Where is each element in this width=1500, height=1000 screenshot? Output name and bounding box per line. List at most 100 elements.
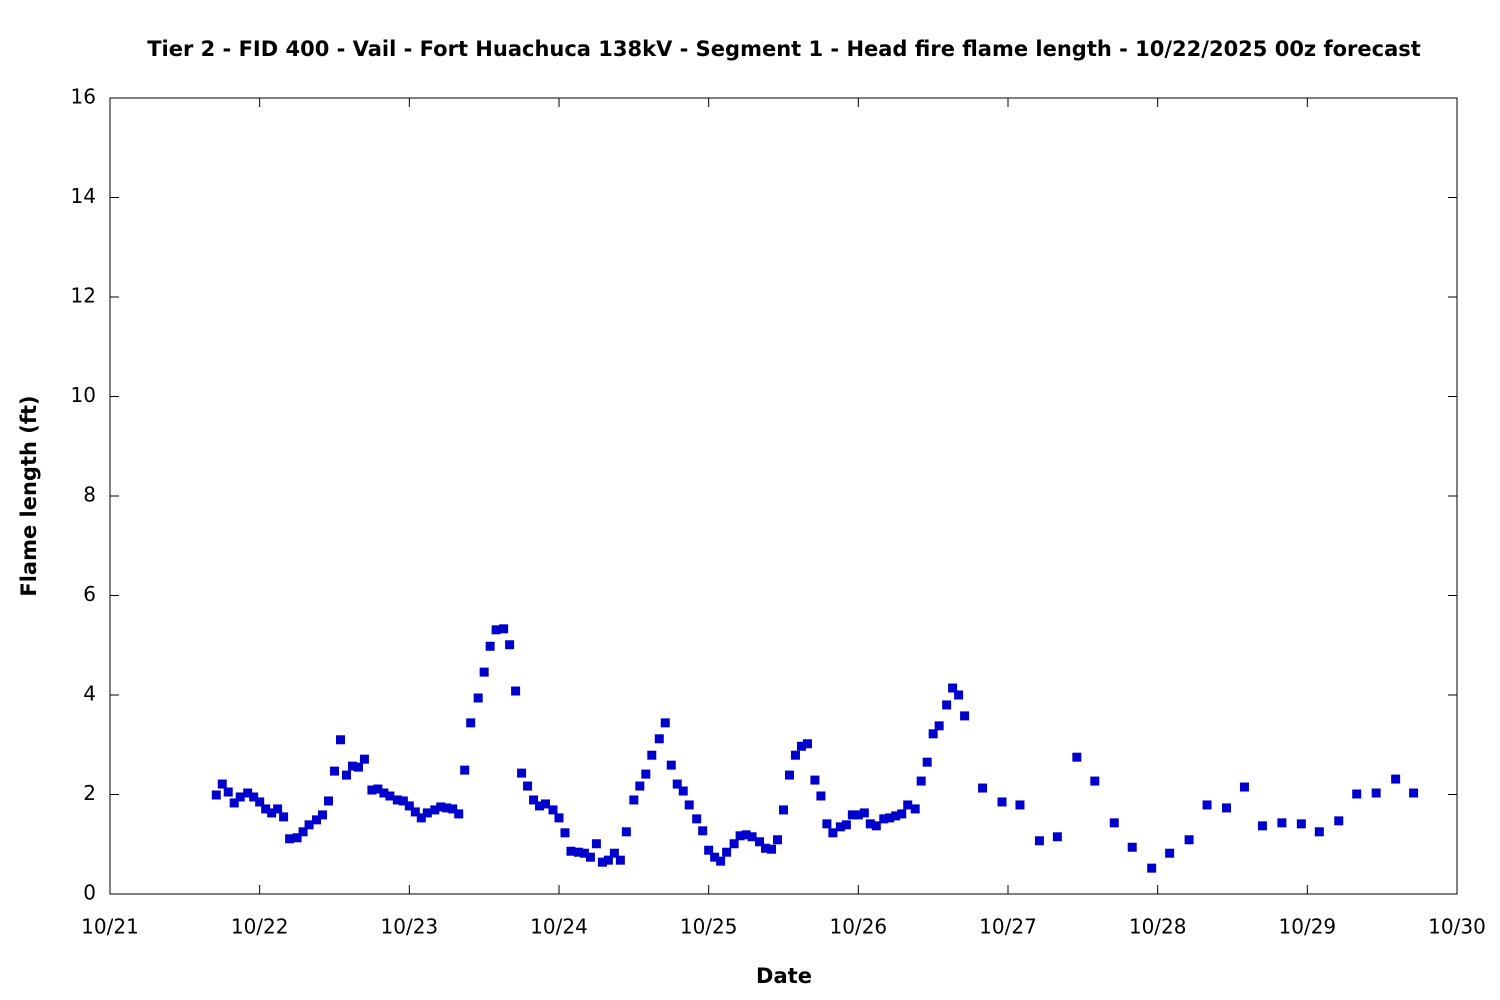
data-point: [298, 827, 308, 837]
data-point: [779, 805, 788, 815]
data-point: [716, 856, 726, 866]
data-point: [579, 848, 589, 858]
data-point: [704, 845, 714, 855]
data-point: [566, 846, 576, 856]
data-point: [1072, 752, 1082, 762]
data-point: [1090, 776, 1100, 786]
data-point: [548, 805, 558, 815]
data-point: [318, 810, 328, 820]
data-point: [722, 847, 732, 857]
data-point: [841, 820, 851, 830]
data-point: [523, 781, 533, 791]
data-point: [678, 786, 688, 796]
data-point: [910, 804, 920, 814]
y-tick-label: 12: [71, 284, 96, 308]
data-point: [304, 820, 314, 830]
data-point: [499, 624, 509, 634]
data-point: [430, 805, 440, 815]
data-point: [603, 855, 613, 865]
data-point: [784, 770, 794, 780]
x-tick-label: 10/27: [979, 915, 1037, 939]
data-point: [635, 781, 645, 791]
data-point: [448, 804, 458, 814]
data-point: [871, 821, 881, 831]
data-point: [767, 844, 777, 854]
data-point: [922, 757, 932, 767]
data-point: [1165, 848, 1175, 858]
data-point: [928, 729, 938, 739]
data-point: [816, 791, 826, 801]
data-point: [960, 711, 970, 721]
data-point: [641, 769, 651, 779]
data-point: [609, 848, 619, 858]
data-point: [666, 760, 676, 770]
data-point: [822, 819, 832, 829]
x-tick-label: 10/28: [1129, 915, 1187, 939]
data-point: [1109, 818, 1119, 828]
data-point: [560, 828, 570, 838]
data-point: [1222, 803, 1232, 813]
data-point: [597, 857, 607, 867]
data-point: [710, 852, 720, 862]
data-point: [853, 810, 863, 820]
data-point: [1296, 819, 1306, 829]
data-point: [404, 801, 414, 811]
data-point: [398, 796, 408, 806]
data-point: [312, 815, 322, 825]
data-point: [249, 792, 259, 802]
data-point: [865, 819, 875, 829]
data-point: [828, 828, 838, 838]
data-point: [859, 808, 869, 818]
data-point: [373, 784, 383, 794]
data-point: [1202, 800, 1212, 810]
data-point: [267, 808, 277, 818]
y-tick-label: 0: [83, 881, 96, 905]
data-point: [802, 739, 812, 749]
data-point: [1127, 842, 1137, 852]
data-point: [741, 830, 751, 840]
x-tick-label: 10/30: [1428, 915, 1486, 939]
data-point: [810, 775, 820, 785]
data-point: [285, 834, 295, 844]
data-point: [353, 762, 363, 772]
data-point: [442, 803, 452, 813]
x-tick-label: 10/25: [680, 915, 738, 939]
data-point: [491, 625, 501, 635]
data-point: [1314, 827, 1324, 837]
data-point: [796, 741, 806, 751]
y-axis-label: Flame length (ft): [17, 395, 41, 596]
data-point: [729, 839, 739, 849]
data-point: [223, 787, 233, 797]
data-point: [954, 690, 964, 700]
data-point: [385, 791, 395, 801]
data-point: [292, 833, 302, 843]
data-point: [660, 718, 670, 728]
data-point: [835, 822, 845, 832]
data-point: [367, 785, 377, 795]
data-point: [879, 814, 889, 824]
data-point: [410, 807, 420, 817]
data-point: [273, 804, 283, 814]
data-point: [324, 796, 334, 806]
data-point: [897, 809, 907, 819]
data-point: [1052, 832, 1062, 842]
data-point: [460, 765, 470, 775]
data-point: [505, 640, 515, 650]
data-point: [279, 812, 289, 822]
data-point: [416, 813, 426, 823]
data-point: [255, 797, 265, 807]
data-point: [1239, 782, 1249, 792]
data-point: [885, 813, 895, 823]
data-point: [1277, 818, 1287, 828]
data-point: [847, 810, 857, 820]
chart-title: Tier 2 - FID 400 - Vail - Fort Huachuca …: [147, 37, 1421, 61]
data-point: [554, 813, 564, 823]
data-point: [747, 832, 757, 842]
data-point: [573, 847, 583, 857]
data-point: [436, 802, 446, 812]
data-point: [1391, 774, 1401, 784]
x-tick-label: 10/26: [830, 915, 888, 939]
data-point: [773, 835, 783, 845]
